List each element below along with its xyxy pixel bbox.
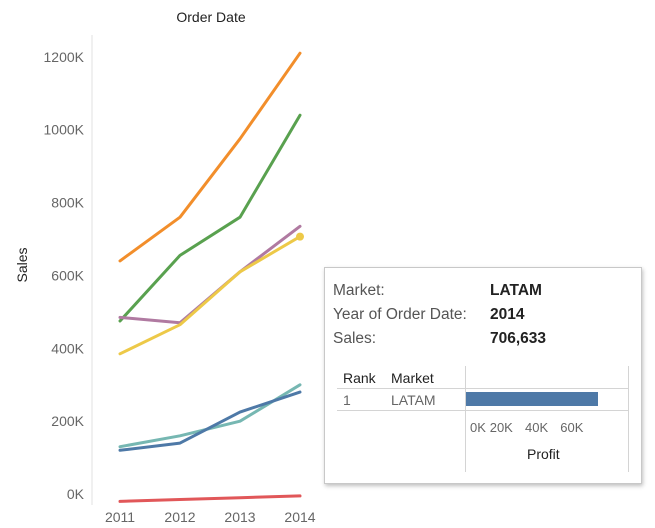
series-line[interactable] xyxy=(118,235,302,356)
profit-tick-label: 60K xyxy=(560,420,584,435)
profit-tick-label: 0K xyxy=(470,420,486,435)
tooltip-mini-table: Rank Market 1 LATAM 0K 20K 40K 60K Profit xyxy=(337,366,629,472)
x-tick-label: 2014 xyxy=(284,509,315,525)
highlighted-point[interactable] xyxy=(296,232,304,241)
profit-bar xyxy=(466,392,599,406)
series-line[interactable] xyxy=(118,113,302,323)
series-line[interactable] xyxy=(118,390,302,452)
tooltip-market-value: LATAM xyxy=(490,282,542,299)
y-tick-label: 400K xyxy=(51,340,84,356)
market-cell: LATAM xyxy=(391,392,436,408)
y-tick-label: 0K xyxy=(67,486,85,502)
x-tick-label: 2011 xyxy=(105,509,135,525)
y-tick-label: 600K xyxy=(51,267,84,283)
table-divider-bottom xyxy=(337,410,629,411)
tooltip-year-value: 2014 xyxy=(490,306,525,323)
tooltip-sales-value: 706,633 xyxy=(490,330,547,347)
table-divider-top xyxy=(337,388,629,389)
table-divider-vertical xyxy=(465,366,466,472)
x-tick-label: 2013 xyxy=(224,509,255,525)
x-tick-label: 2012 xyxy=(164,509,195,525)
y-axis-title: Sales xyxy=(14,247,30,282)
series-line[interactable] xyxy=(118,494,302,503)
table-divider-right xyxy=(628,366,629,472)
tooltip-year-label: Year of Order Date: xyxy=(333,306,467,323)
tooltip: Market: LATAM Year of Order Date: 2014 S… xyxy=(324,267,642,484)
rank-header: Rank xyxy=(343,370,376,386)
tooltip-market-label: Market: xyxy=(333,282,385,299)
chart-title: Order Date xyxy=(176,9,245,25)
profit-tick-label: 20K xyxy=(489,420,513,435)
y-tick-label: 1000K xyxy=(44,122,85,138)
y-tick-label: 200K xyxy=(51,413,84,429)
profit-axis-title: Profit xyxy=(527,446,560,462)
y-tick-label: 1200K xyxy=(44,49,85,65)
market-header: Market xyxy=(391,370,434,386)
rank-cell: 1 xyxy=(343,392,351,408)
tooltip-sales-label: Sales: xyxy=(333,330,377,347)
series-line[interactable] xyxy=(118,383,302,449)
series-line[interactable] xyxy=(118,51,302,263)
profit-tick-label: 40K xyxy=(525,420,549,435)
y-tick-label: 800K xyxy=(51,195,84,211)
